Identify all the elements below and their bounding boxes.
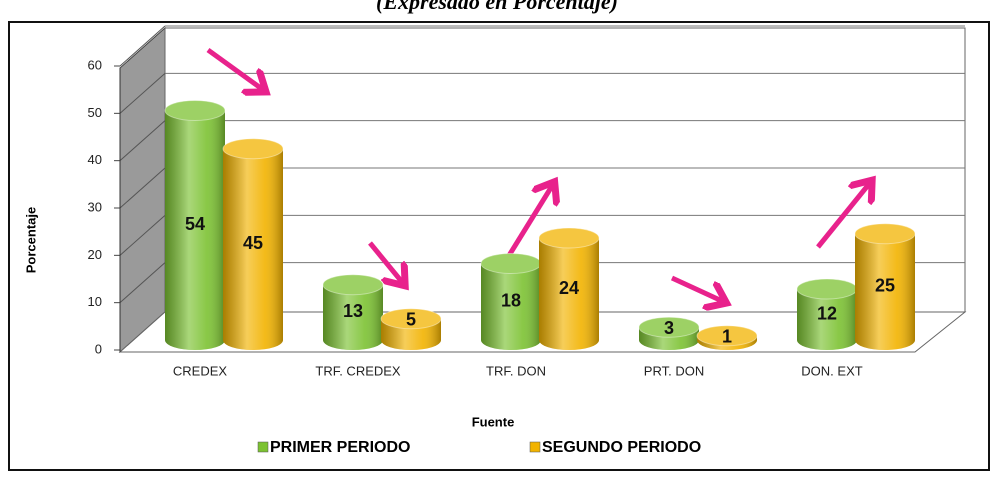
bar-top bbox=[380, 308, 442, 330]
bar-shade bbox=[855, 233, 915, 350]
value-label: 18 bbox=[501, 291, 521, 311]
y-axis-label: Porcentaje bbox=[23, 207, 38, 273]
bar-top-shine bbox=[323, 274, 383, 295]
legend-label: PRIMER PERIODO bbox=[270, 439, 410, 456]
grid-line bbox=[119, 72, 166, 114]
side-wall bbox=[119, 26, 166, 354]
bar-shade bbox=[481, 263, 541, 350]
value-label: 1 bbox=[722, 327, 732, 347]
x-tick-label: CREDEX bbox=[173, 363, 228, 378]
bar bbox=[222, 138, 284, 350]
y-tick-label: 60 bbox=[88, 57, 102, 72]
x-tick-label: PRT. DON bbox=[644, 363, 704, 378]
value-label: 25 bbox=[875, 276, 895, 296]
y-tick-label: 20 bbox=[88, 247, 102, 262]
bar bbox=[854, 223, 916, 350]
bar-shade bbox=[797, 289, 857, 350]
bar-top-shine bbox=[223, 138, 283, 159]
value-label: 54 bbox=[185, 214, 205, 234]
value-label: 5 bbox=[406, 310, 416, 330]
bar bbox=[696, 325, 758, 350]
grid-line bbox=[119, 120, 166, 162]
arrow bbox=[206, 47, 262, 89]
bar-top-shine bbox=[381, 308, 441, 329]
value-label: 3 bbox=[664, 318, 674, 338]
x-tick-label: TRF. CREDEX bbox=[315, 363, 401, 378]
value-label: 13 bbox=[343, 301, 363, 321]
value-label: 12 bbox=[817, 303, 837, 323]
chart-title: (Expresado en Porcentaje) bbox=[376, 0, 618, 14]
bar-top-shine bbox=[697, 325, 757, 346]
bar-top-shine bbox=[639, 317, 699, 338]
value-label: 24 bbox=[559, 278, 579, 298]
legend-swatch bbox=[257, 441, 269, 453]
bar-shade bbox=[165, 110, 225, 350]
bar bbox=[638, 316, 700, 350]
x-tick-label: DON. EXT bbox=[801, 363, 862, 378]
bar-shade bbox=[323, 284, 383, 350]
legend-swatch bbox=[529, 441, 541, 453]
grid-line bbox=[119, 214, 166, 256]
bar-top bbox=[322, 274, 384, 296]
grid-line bbox=[119, 25, 166, 67]
bar-top bbox=[638, 316, 700, 338]
bar-top-shine bbox=[165, 100, 225, 121]
bar-shade bbox=[223, 148, 283, 350]
x-tick-label: TRF. DON bbox=[486, 363, 546, 378]
arrow bbox=[502, 186, 552, 264]
y-tick-label: 40 bbox=[88, 152, 102, 167]
arrow bbox=[670, 275, 722, 301]
bar-top-shine bbox=[797, 279, 857, 299]
bar bbox=[322, 274, 384, 350]
bar-top bbox=[164, 100, 226, 121]
bar-top-shine bbox=[481, 253, 541, 274]
bar-top bbox=[696, 325, 758, 347]
bar-top-shine bbox=[855, 223, 915, 244]
arrow bbox=[816, 184, 869, 249]
bar bbox=[796, 278, 858, 350]
arrow bbox=[368, 241, 402, 282]
y-tick-label: 10 bbox=[88, 294, 102, 309]
bar bbox=[380, 308, 442, 350]
bar-shade bbox=[539, 238, 599, 350]
bar-top bbox=[538, 227, 600, 249]
y-tick-label: 50 bbox=[88, 105, 102, 120]
y-tick-label: 0 bbox=[95, 341, 102, 356]
grid-line bbox=[119, 262, 166, 304]
bar-top-shine bbox=[539, 228, 599, 248]
bar-top bbox=[854, 223, 916, 245]
trend-arrows bbox=[206, 47, 869, 301]
grid-line bbox=[119, 167, 166, 209]
bar bbox=[164, 100, 226, 350]
value-label: 45 bbox=[243, 233, 263, 253]
legend-label: SEGUNDO PERIODO bbox=[542, 439, 701, 456]
bar bbox=[480, 253, 542, 350]
bar-top bbox=[222, 138, 284, 160]
bar bbox=[538, 227, 600, 350]
y-tick-label: 30 bbox=[88, 199, 102, 214]
x-axis-label: Fuente bbox=[472, 414, 515, 429]
